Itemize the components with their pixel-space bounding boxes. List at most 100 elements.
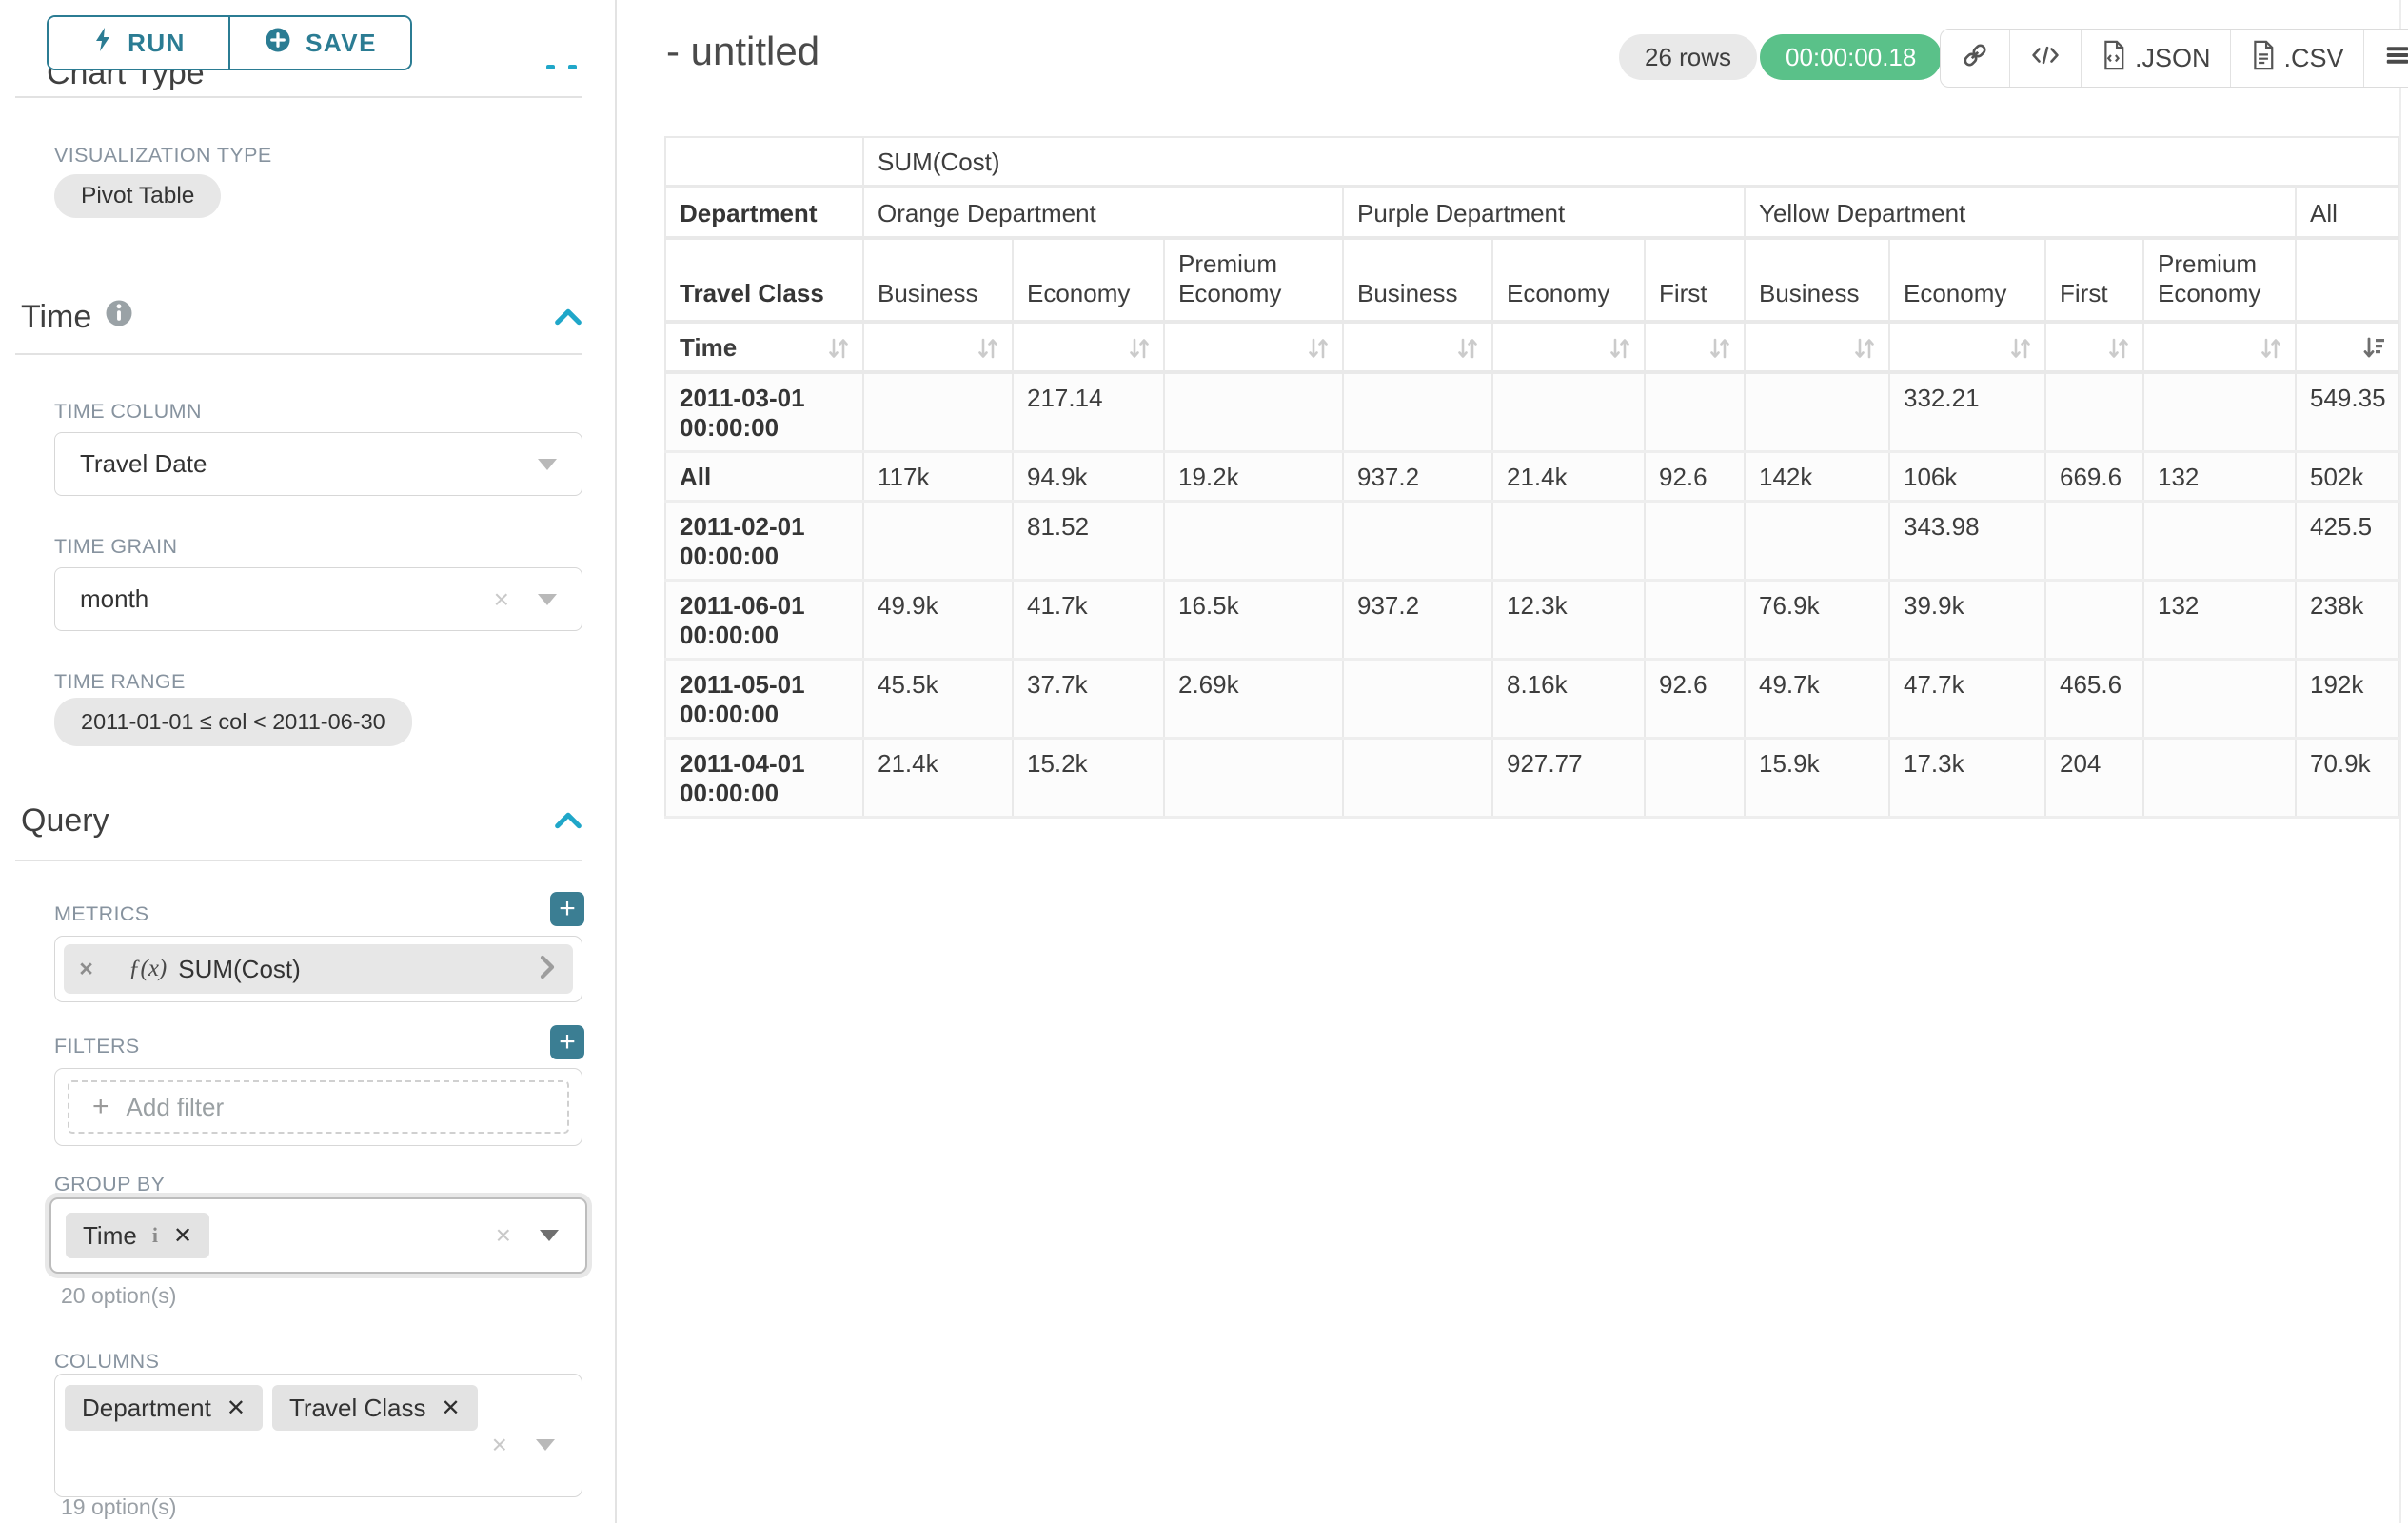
sort-column-cell [1013,322,1164,372]
sort-icon[interactable] [826,336,851,361]
chevron-down-icon[interactable] [536,1439,555,1451]
sort-desc-icon[interactable] [2360,335,2386,361]
table-row: 2011-02-01 00:00:0081.52343.98425.5 [665,502,2398,581]
time-grain-select[interactable]: month × [54,567,582,631]
json-file-icon [2101,40,2127,77]
sort-icon[interactable] [1127,336,1152,361]
value-cell [2045,502,2143,581]
time-header-cell: Time [665,322,863,372]
remove-chip-icon[interactable]: ✕ [441,1394,460,1422]
sort-icon[interactable] [1707,336,1732,361]
remove-chip-icon[interactable]: ✕ [227,1394,246,1422]
value-cell [1492,372,1645,452]
export-json-button[interactable]: .JSON [2082,30,2231,87]
info-icon[interactable]: i [152,1223,158,1248]
chevron-right-icon[interactable] [535,953,560,986]
sort-icon[interactable] [2106,336,2131,361]
sort-column-cell [1164,322,1343,372]
group-header-cell: Purple Department [1343,187,1745,238]
value-cell [863,372,1013,452]
remove-chip-icon[interactable]: ✕ [173,1222,192,1250]
value-cell: 94.9k [1013,452,1164,502]
filters-label: FILTERS [54,1035,140,1058]
plus-icon: + [92,1091,109,1123]
value-cell: 217.14 [1013,372,1164,452]
clear-icon[interactable]: × [494,584,509,615]
chevron-down-icon[interactable] [540,1230,559,1241]
group-by-chip[interactable]: Time i ✕ [66,1213,209,1258]
chevron-down-icon[interactable] [538,594,557,605]
run-save-button-group: RUN SAVE [47,15,412,70]
value-cell: 142k [1745,452,1889,502]
visualization-type-pill[interactable]: Pivot Table [54,174,221,218]
value-cell [2143,502,2296,581]
value-cell [1343,502,1492,581]
remove-metric-icon[interactable]: × [64,944,109,994]
explore-page: Chart Type RUN SAVE VISUALIZATION TYPE P… [0,0,2408,1523]
code-icon [2029,40,2062,77]
value-cell: 15.9k [1745,739,1889,818]
sort-icon[interactable] [1455,336,1480,361]
clear-icon[interactable]: × [492,1430,507,1460]
value-cell: 37.7k [1013,660,1164,739]
chart-title[interactable]: - untitled [666,29,819,74]
value-cell [1164,372,1343,452]
columns-control[interactable]: Department✕Travel Class✕ × [54,1374,582,1497]
add-metric-button[interactable]: + [550,892,584,926]
group-header-cell: Yellow Department [1745,187,2296,238]
sort-icon[interactable] [1852,336,1877,361]
time-column-select[interactable]: Travel Date [54,432,582,496]
group-by-control[interactable]: Time i ✕ × [49,1197,587,1274]
share-link-button[interactable] [1941,30,2010,87]
time-range-pill[interactable]: 2011-01-01 ≤ col < 2011-06-30 [54,698,412,746]
sort-icon[interactable] [976,336,1000,361]
columns-chip[interactable]: Travel Class✕ [272,1385,478,1431]
metric-header-cell: SUM(Cost) [863,137,2398,187]
sort-icon[interactable] [1608,336,1632,361]
value-cell: 343.98 [1889,502,2045,581]
value-cell: 132 [2143,581,2296,660]
value-cell: 937.2 [1343,581,1492,660]
clear-icon[interactable]: × [496,1220,511,1251]
value-cell: 70.9k [2296,739,2398,818]
class-header-cell: Premium Economy [2143,238,2296,322]
scroll-edge-divider [2399,0,2401,1523]
sort-icon[interactable] [2259,336,2283,361]
export-csv-button[interactable]: .CSV [2231,30,2364,87]
info-icon[interactable] [105,299,133,336]
add-filter-button[interactable]: + Add filter [68,1080,569,1134]
value-cell [1343,660,1492,739]
table-row: 2011-06-01 00:00:0049.9k41.7k16.5k937.21… [665,581,2398,660]
group-by-label: GROUP BY [54,1173,165,1197]
metrics-control: × ƒ(x) SUM(Cost) [54,936,582,1002]
sort-column-cell [1492,322,1645,372]
menu-button[interactable] [2364,30,2408,87]
hamburger-icon [2383,41,2408,76]
pivot-table: SUM(Cost)DepartmentOrange DepartmentPurp… [664,136,2399,819]
value-cell: 332.21 [1889,372,2045,452]
value-cell [2143,739,2296,818]
value-cell: 502k [2296,452,2398,502]
view-query-button[interactable] [2010,30,2082,87]
add-filter-plus-button[interactable]: + [550,1025,584,1059]
time-range-label: TIME RANGE [54,670,186,694]
sort-icon[interactable] [1306,336,1331,361]
chevron-down-icon[interactable] [538,459,557,470]
run-button[interactable]: RUN [49,17,230,69]
sort-icon[interactable] [2008,336,2033,361]
collapse-chevron-icon[interactable] [552,303,584,331]
row-label-cell: 2011-02-01 00:00:00 [665,502,863,581]
table-row: 2011-04-01 00:00:0021.4k15.2k927.7715.9k… [665,739,2398,818]
save-button[interactable]: SAVE [230,17,410,69]
value-cell: 81.52 [1013,502,1164,581]
value-cell: 21.4k [1492,452,1645,502]
collapse-chevron-icon[interactable] [552,806,584,835]
group-header-cell: All [2296,187,2398,238]
value-cell: 106k [1889,452,2045,502]
value-cell: 192k [2296,660,2398,739]
metric-chip[interactable]: × ƒ(x) SUM(Cost) [64,944,573,994]
class-dimension-header-cell: Travel Class [665,238,863,322]
group-header-cell: Orange Department [863,187,1343,238]
columns-chip[interactable]: Department✕ [65,1385,263,1431]
sort-column-cell-active [2296,322,2398,372]
